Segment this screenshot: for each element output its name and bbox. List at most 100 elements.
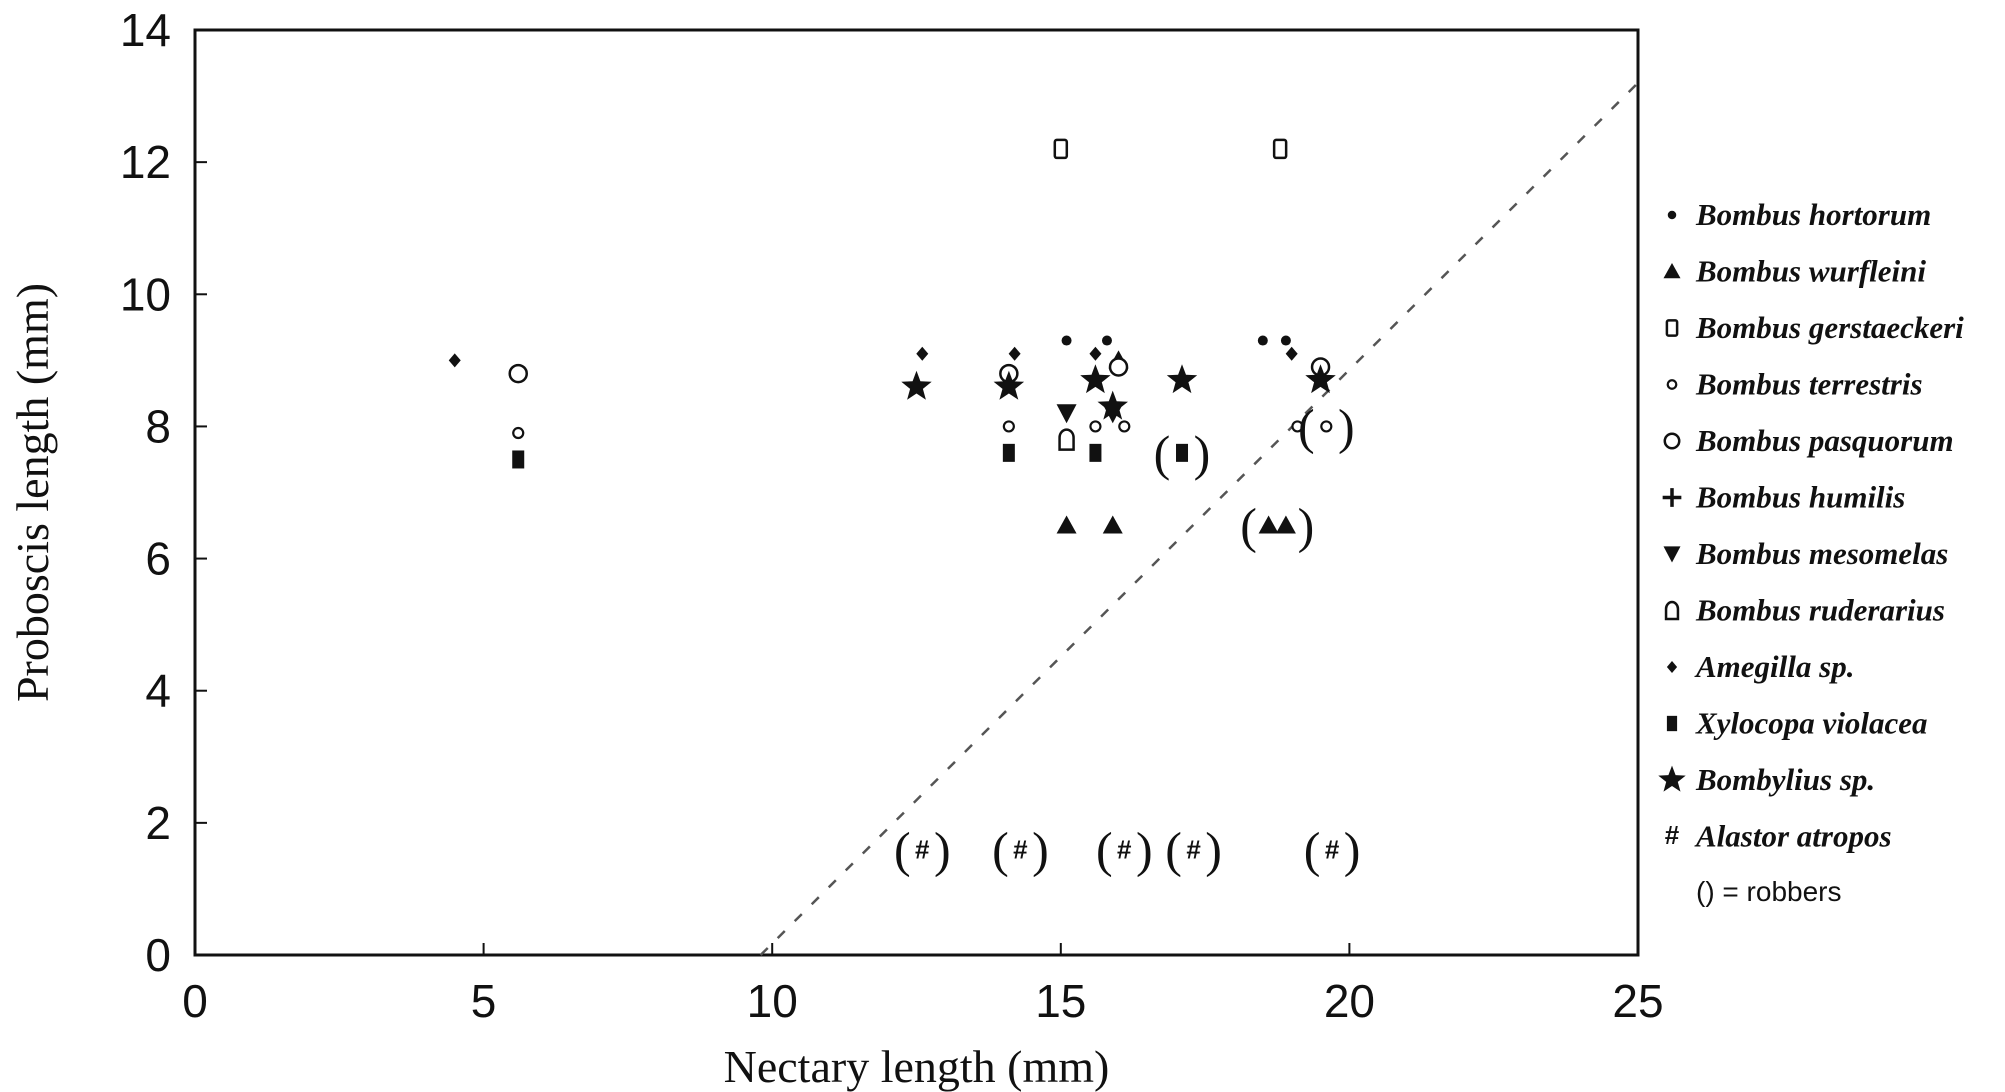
robber-paren-left: ( xyxy=(1154,425,1171,481)
legend-item: Bombus wurfleini xyxy=(1663,254,1926,289)
data-point xyxy=(1089,420,1102,433)
legend-marker xyxy=(1667,210,1677,220)
robber-paren-left: ( xyxy=(992,821,1009,877)
x-tick-label: 5 xyxy=(471,975,497,1027)
data-point xyxy=(1056,404,1077,424)
y-axis-label: Proboscis length (mm) xyxy=(7,283,58,702)
robber-paren-right: ) xyxy=(1205,821,1222,877)
plot-frame xyxy=(193,28,1640,957)
svg-text:#: # xyxy=(1186,834,1201,864)
legend-label: Bombus gerstaeckeri xyxy=(1695,310,1964,345)
data-point xyxy=(512,450,525,469)
svg-text:#: # xyxy=(1013,834,1028,864)
legend-label: Bombus pasquorum xyxy=(1695,423,1954,458)
data-point: # xyxy=(1186,834,1201,864)
series-10 xyxy=(901,364,1336,420)
y-tick-label: 10 xyxy=(120,268,171,320)
data-point xyxy=(1089,443,1102,462)
data-point xyxy=(1061,335,1072,346)
legend-label: Bombus wurfleini xyxy=(1695,254,1926,289)
plot-area: ()()#() #() #() #() #()() xyxy=(193,28,1640,957)
data-point xyxy=(1176,443,1189,462)
legend-label: Bombus ruderarius xyxy=(1695,593,1945,628)
series-7 xyxy=(1058,428,1075,451)
legend-marker xyxy=(1662,488,1682,507)
legend-marker xyxy=(1663,546,1681,563)
legend-marker: # xyxy=(1665,820,1680,850)
y-tick-label: 2 xyxy=(145,797,171,849)
data-point xyxy=(1080,364,1111,394)
data-point xyxy=(1058,428,1075,451)
x-tick-label: 10 xyxy=(747,975,798,1027)
series-0 xyxy=(1061,335,1291,346)
svg-text:#: # xyxy=(1665,820,1680,850)
legend-label: Xylocopa violacea xyxy=(1695,706,1928,741)
y-tick-label: 12 xyxy=(120,136,171,188)
robber-paren-right: ) xyxy=(1298,498,1315,554)
robber-paren-left: ( xyxy=(1240,498,1257,554)
data-point: # xyxy=(1117,834,1132,864)
y-tick-label: 6 xyxy=(145,533,171,585)
data-point xyxy=(1320,420,1333,433)
data-point xyxy=(1002,420,1015,433)
y-tick-label: 4 xyxy=(145,665,171,717)
reference-dashed-line xyxy=(759,81,1639,956)
legend-item: Bombus ruderarius xyxy=(1664,593,1945,628)
legend-item: Bombylius sp. xyxy=(1658,762,1875,797)
legend-item: Bombus gerstaeckeri xyxy=(1665,310,1964,345)
data-point xyxy=(1258,515,1279,534)
data-point xyxy=(1102,515,1123,534)
data-point: # xyxy=(1325,834,1340,864)
legend-marker xyxy=(1658,765,1686,792)
robber-paren-right: ) xyxy=(1338,398,1355,454)
svg-text:#: # xyxy=(915,834,930,864)
legend-label: Bombus humilis xyxy=(1695,480,1905,515)
legend-item: Bombus pasquorum xyxy=(1663,423,1954,458)
data-point: # xyxy=(915,834,930,864)
legend-marker xyxy=(1663,432,1681,450)
legend-item: # Alastor atropos xyxy=(1665,819,1892,854)
legend-label: Bombus hortorum xyxy=(1695,197,1931,232)
data-point xyxy=(1097,390,1128,420)
robber-paren-right: ) xyxy=(934,821,951,877)
x-tick-label: 25 xyxy=(1612,975,1663,1027)
series-3: () xyxy=(512,398,1355,454)
x-axis-ticks: 0 5 10 15 20 25 xyxy=(182,943,1664,1027)
legend-label: Alastor atropos xyxy=(1694,819,1892,854)
legend-marker xyxy=(1664,600,1680,621)
y-tick-label: 8 xyxy=(145,400,171,452)
legend-label: Amegilla sp. xyxy=(1694,649,1854,684)
data-point xyxy=(1053,138,1069,160)
robber-paren-right: ) xyxy=(1344,821,1361,877)
data-point xyxy=(1280,335,1291,346)
legend-label: Bombus mesomelas xyxy=(1695,536,1948,571)
data-point xyxy=(1272,138,1288,160)
legend-item: Bombus mesomelas xyxy=(1663,536,1948,571)
robber-paren-right: ) xyxy=(1136,821,1153,877)
svg-text:#: # xyxy=(1325,834,1340,864)
series-11: #() #() #() #() #() xyxy=(894,821,1360,877)
robber-paren-left: ( xyxy=(1304,821,1321,877)
robber-paren-left: ( xyxy=(1165,821,1182,877)
data-point xyxy=(1305,364,1336,394)
legend-marker xyxy=(1663,263,1681,279)
y-tick-label: 0 xyxy=(145,929,171,981)
robber-paren-left: ( xyxy=(1096,821,1113,877)
data-point xyxy=(1291,420,1304,433)
data-point xyxy=(916,346,929,361)
data-point xyxy=(1257,335,1268,346)
x-tick-label: 20 xyxy=(1324,975,1375,1027)
series-8 xyxy=(448,346,1298,368)
legend-marker xyxy=(1666,661,1678,673)
data-point xyxy=(1008,346,1021,361)
series-2 xyxy=(1053,138,1288,160)
data-point xyxy=(1056,515,1077,534)
data-point xyxy=(1089,346,1102,361)
legend: Bombus hortorum Bombus wurfleini Bombus ge… xyxy=(1658,197,1964,854)
data-point xyxy=(1108,357,1129,377)
x-tick-label: 15 xyxy=(1035,975,1086,1027)
legend-item: Xylocopa violacea xyxy=(1666,706,1928,741)
legend-item: Bombus humilis xyxy=(1662,480,1905,515)
x-tick-label: 0 xyxy=(182,975,208,1027)
